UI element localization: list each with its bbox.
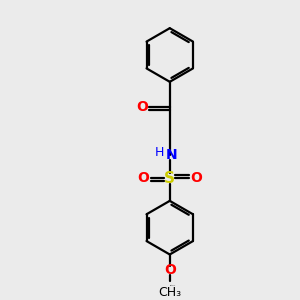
Text: O: O [136,100,148,114]
Text: O: O [137,171,149,185]
Text: CH₃: CH₃ [158,286,181,299]
Text: S: S [164,171,175,186]
Text: O: O [164,263,176,277]
Text: N: N [166,148,178,162]
Text: H: H [154,146,164,159]
Text: O: O [190,171,202,185]
Text: methoxy: methoxy [170,284,176,286]
